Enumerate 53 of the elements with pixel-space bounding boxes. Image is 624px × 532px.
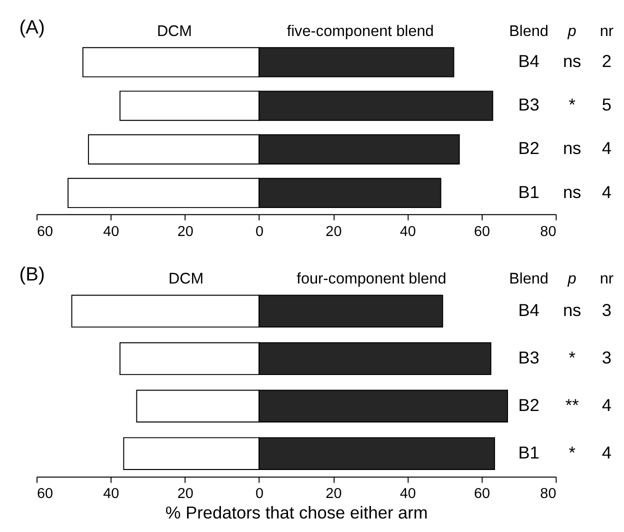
text: 4	[602, 442, 612, 462]
x-tick-label: 60	[474, 224, 490, 240]
x-tick-label: 80	[540, 486, 556, 502]
y-tick-label: B4	[518, 300, 540, 320]
x-tick-label: 40	[400, 486, 416, 502]
text: 2	[602, 51, 612, 72]
text: nr	[600, 23, 614, 40]
y-tick-label: B2	[518, 394, 540, 415]
x-tick-label: 40	[400, 224, 416, 240]
x-tick-label: 20	[177, 486, 194, 502]
series-label: DCM	[168, 270, 204, 288]
text: 4	[602, 394, 612, 415]
x-tick-label: 60	[37, 224, 54, 240]
x-tick-label: 60	[37, 486, 54, 502]
x-tick-label: 60	[474, 486, 490, 502]
text: ns	[562, 182, 582, 202]
y-tick-label: B1	[518, 442, 540, 462]
series-label: four-component blend	[296, 270, 446, 288]
series-label: five-component blend	[286, 23, 434, 40]
x-tick-label: 0	[256, 224, 264, 240]
text: 3	[602, 300, 612, 320]
text: ns	[562, 300, 582, 320]
x-tick-label: 80	[540, 224, 556, 240]
text: nr	[600, 270, 614, 288]
y-tick-label: B1	[518, 182, 540, 202]
annotation: Blend	[509, 270, 548, 288]
x-tick-label: 20	[177, 224, 194, 240]
x-tick-label: 20	[326, 224, 342, 240]
text: 3	[602, 347, 612, 368]
text: p	[566, 270, 577, 288]
text: ns	[562, 51, 582, 72]
text: p	[566, 23, 577, 40]
text: ns	[562, 138, 582, 158]
text: *	[568, 94, 576, 115]
text: **	[565, 394, 580, 415]
y-tick-label: B3	[518, 94, 540, 115]
x-tick-label: 0	[256, 486, 264, 502]
x-tick-label: 20	[326, 486, 342, 502]
y-tick-label: B3	[518, 347, 540, 368]
x-axis-title: % Predators that chose either arm	[165, 502, 428, 522]
text: 4	[602, 138, 612, 158]
chart-title: (A)	[19, 17, 45, 38]
y-tick-label: B4	[518, 51, 540, 72]
x-tick-label: 40	[103, 486, 120, 502]
series-label: DCM	[156, 23, 192, 40]
x-tick-label: 40	[103, 224, 120, 240]
text: 4	[602, 182, 612, 202]
text: *	[568, 347, 576, 368]
chart-title: (B)	[19, 264, 45, 286]
text: *	[568, 442, 576, 462]
y-tick-label: B2	[518, 138, 540, 158]
text: 5	[602, 94, 612, 115]
annotation: Blend	[509, 23, 548, 40]
